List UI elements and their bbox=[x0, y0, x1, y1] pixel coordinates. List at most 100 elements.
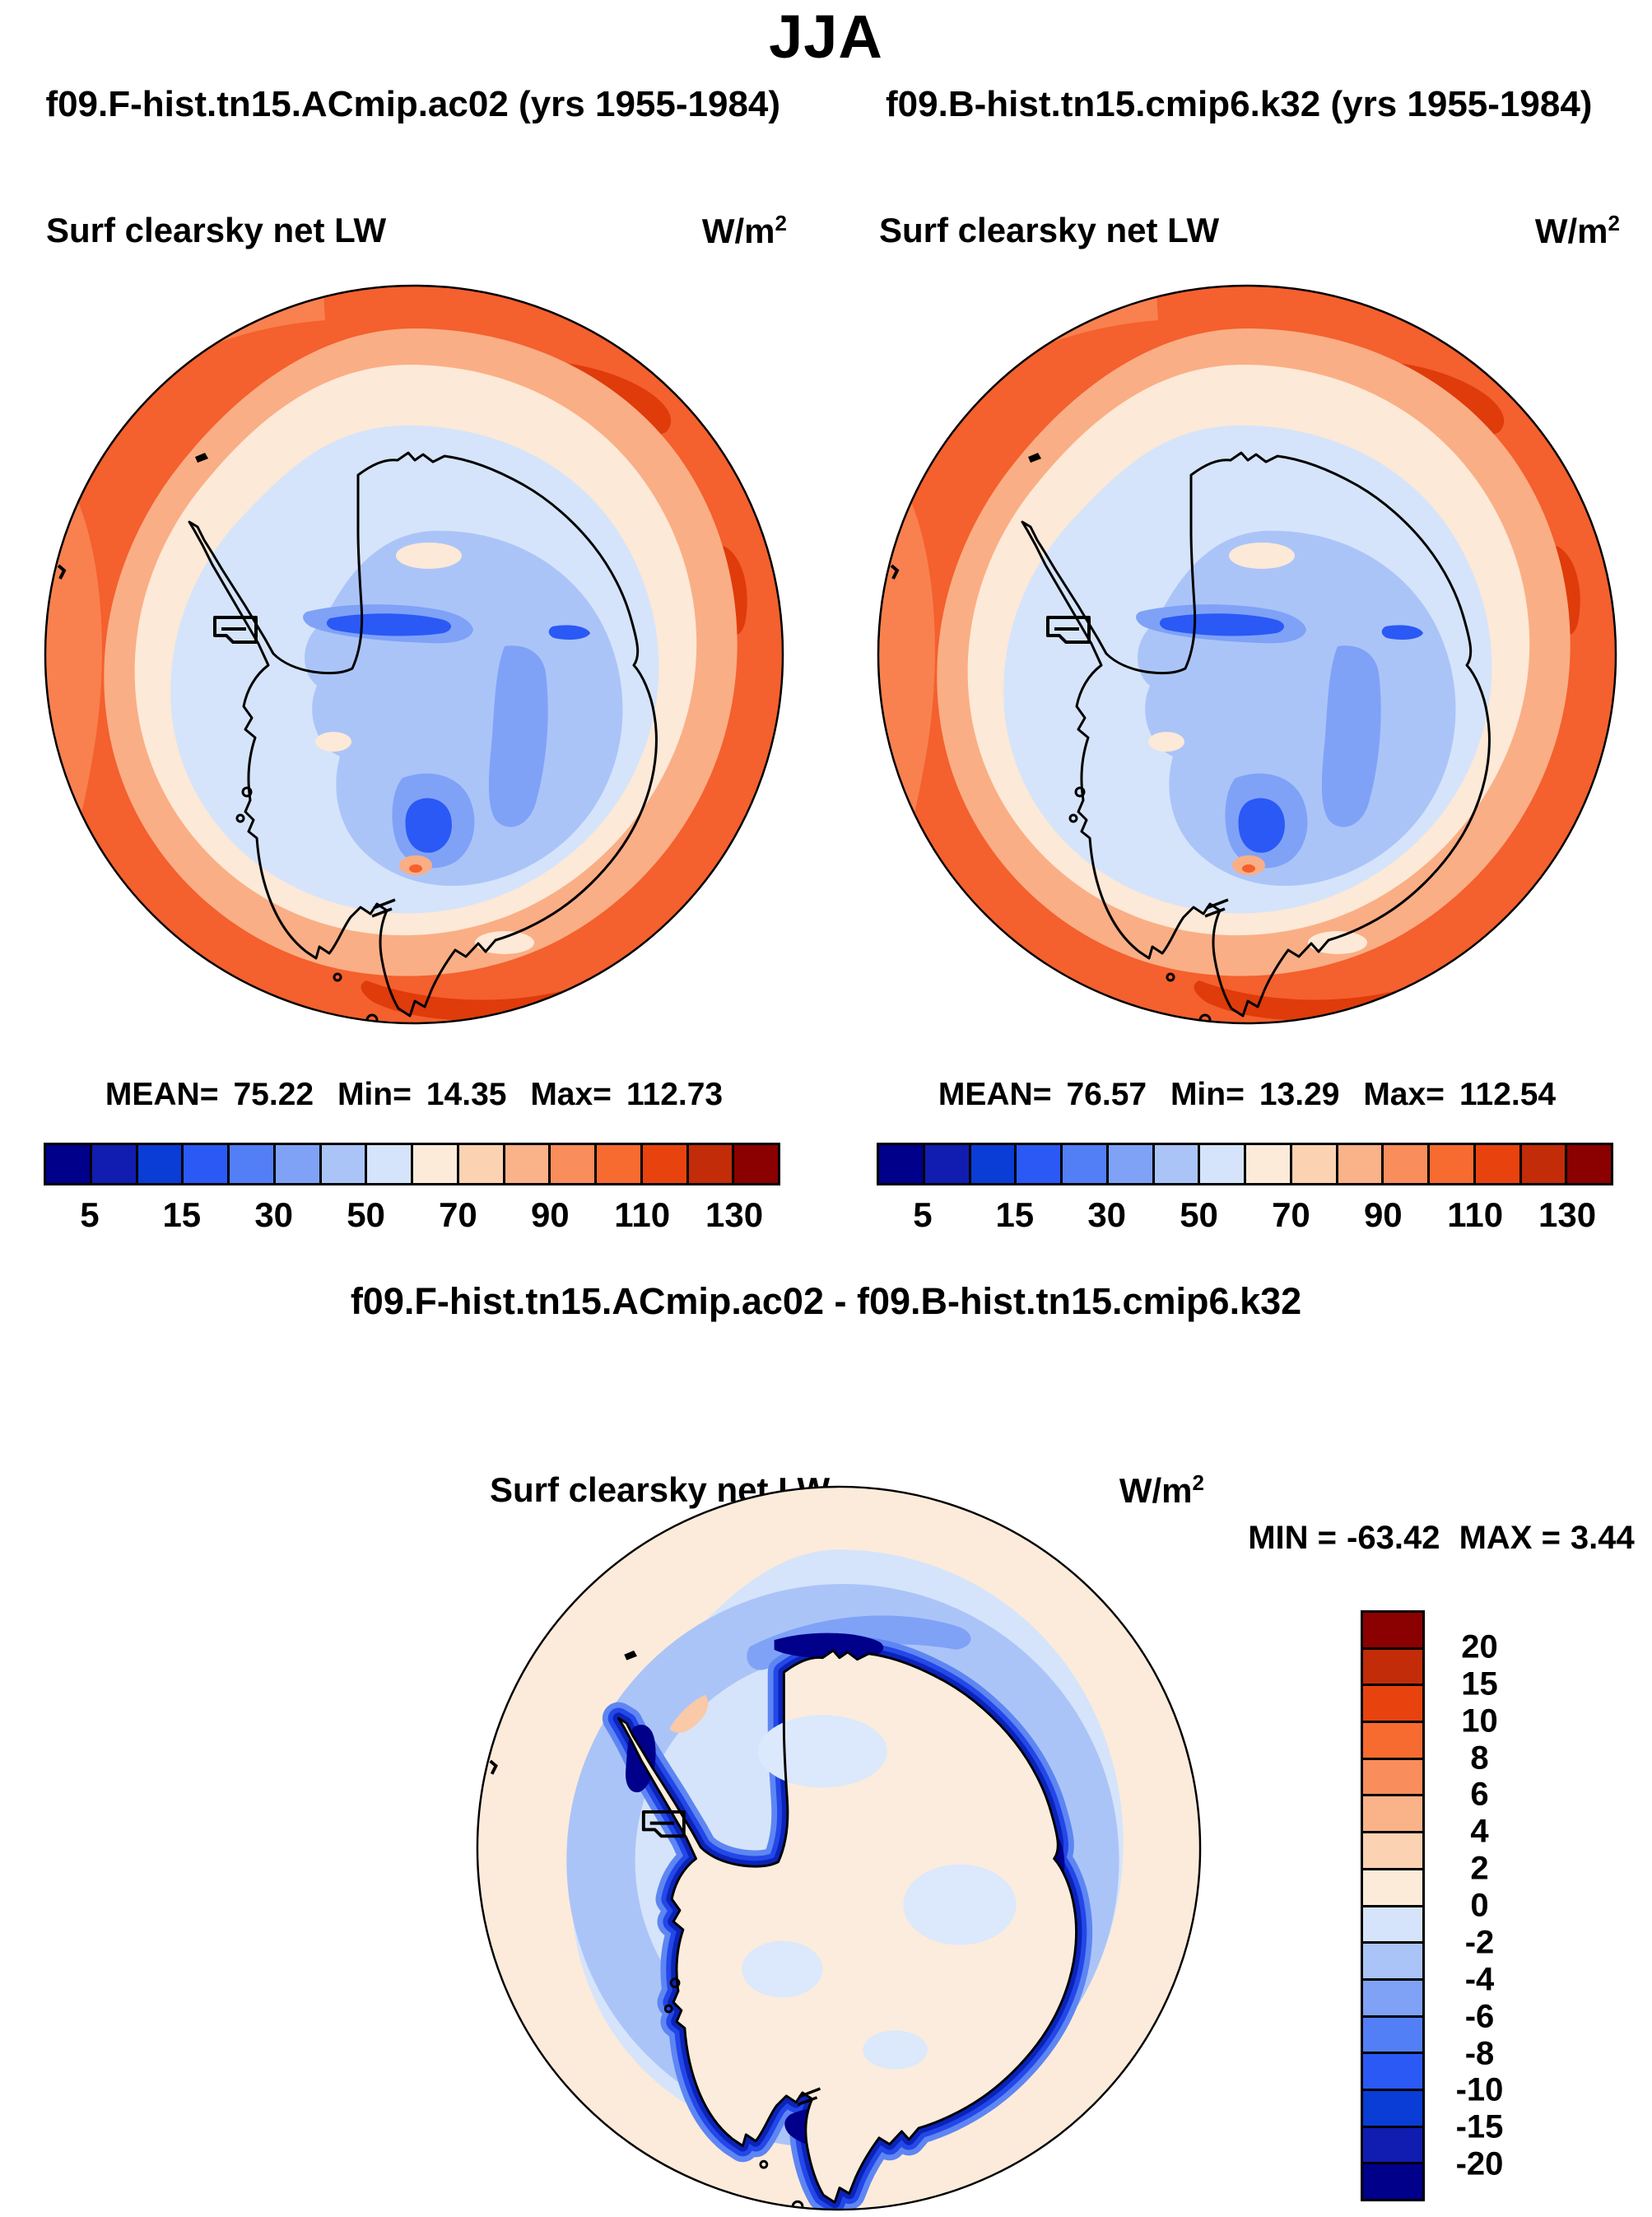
colorbar-cell bbox=[1427, 1145, 1473, 1183]
stats-left: MEAN= 75.22 Min= 14.35 Max= 112.73 bbox=[105, 1077, 724, 1112]
stats-right: MEAN= 76.57 Min= 13.29 Max= 112.54 bbox=[938, 1077, 1557, 1112]
colorbar-cell bbox=[1363, 1646, 1422, 1684]
colorbar-cell bbox=[365, 1145, 411, 1183]
colorbar-cell bbox=[686, 1145, 733, 1183]
difference-title: f09.F-hist.tn15.ACmip.ac02 - f09.B-hist.… bbox=[350, 1280, 1302, 1322]
colorbar-tick-label: 15 bbox=[162, 1195, 202, 1234]
colorbar-cell bbox=[502, 1145, 549, 1183]
map-left-antarctica bbox=[44, 284, 784, 1025]
colorbar-right-ticks: 5 15 30 50 70 90 110 130 bbox=[877, 1195, 1613, 1241]
colorbar-difference bbox=[1361, 1610, 1425, 2201]
difference-minmax: MIN = -63.42 MAX = 3.44 bbox=[1248, 1520, 1635, 1556]
page-title: JJA bbox=[769, 2, 883, 71]
colorbar-tick-label: 50 bbox=[1180, 1195, 1218, 1234]
colorbar-cell bbox=[135, 1145, 182, 1183]
colorbar-tick-label: 2 bbox=[1470, 1850, 1489, 1887]
colorbar-tick-label: 30 bbox=[1087, 1195, 1127, 1234]
colorbar-tick-label: 10 bbox=[1461, 1702, 1498, 1740]
colorbar-tick-label: 20 bbox=[1461, 1628, 1498, 1665]
colorbar-tick-label: 110 bbox=[614, 1195, 671, 1234]
colorbar-cell bbox=[1244, 1145, 1290, 1183]
map-right-antarctica bbox=[877, 284, 1617, 1025]
colorbar-cell bbox=[1363, 1867, 1422, 1905]
colorbar-cell bbox=[1363, 2088, 1422, 2126]
colorbar-left-ticks: 5 15 30 50 70 90 110 130 bbox=[44, 1195, 780, 1241]
colorbar-cell bbox=[1363, 2162, 1422, 2199]
colorbar-cell bbox=[456, 1145, 503, 1183]
colorbar-tick-label: 6 bbox=[1470, 1776, 1489, 1813]
colorbar-cell bbox=[1519, 1145, 1566, 1183]
colorbar-cell bbox=[1060, 1145, 1106, 1183]
colorbar-tick-label: -15 bbox=[1455, 2108, 1504, 2145]
colorbar-cell bbox=[1473, 1145, 1519, 1183]
colorbar-cell bbox=[1363, 1831, 1422, 1868]
colorbar-cell bbox=[1289, 1145, 1336, 1183]
colorbar-tick-label: 70 bbox=[439, 1195, 477, 1234]
colorbar-tick-label: 90 bbox=[1363, 1195, 1403, 1234]
colorbar-cell bbox=[1363, 2014, 1422, 2052]
colorbar-cell bbox=[46, 1145, 90, 1183]
colorbar-cell bbox=[879, 1145, 923, 1183]
colorbar-cell bbox=[1363, 1794, 1422, 1832]
units-label: W/m2 bbox=[1534, 211, 1620, 250]
run-title-left: f09.F-hist.tn15.ACmip.ac02 (yrs 1955-198… bbox=[45, 84, 781, 124]
colorbar-tick-label: 130 bbox=[705, 1195, 764, 1234]
colorbar-tick-label: 15 bbox=[1461, 1665, 1498, 1702]
colorbar-cell bbox=[640, 1145, 686, 1183]
colorbar-cell bbox=[1363, 2052, 1422, 2089]
colorbar-cell bbox=[1363, 1904, 1422, 1942]
colorbar-cell bbox=[1335, 1145, 1382, 1183]
colorbar-tick-label: 0 bbox=[1470, 1887, 1489, 1924]
colorbar-cell bbox=[1152, 1145, 1198, 1183]
colorbar-cell bbox=[968, 1145, 1015, 1183]
variable-label: Surf clearsky net LW bbox=[46, 211, 387, 249]
colorbar-tick-label: -4 bbox=[1464, 1961, 1495, 1998]
colorbar-tick-label: 5 bbox=[80, 1195, 100, 1234]
colorbar-cell bbox=[922, 1145, 969, 1183]
colorbar-tick-label: 70 bbox=[1272, 1195, 1310, 1234]
colorbar-cell bbox=[1565, 1145, 1611, 1183]
colorbar-right bbox=[877, 1143, 1613, 1185]
colorbar-cell bbox=[319, 1145, 365, 1183]
units-label: W/m2 bbox=[1119, 1470, 1204, 1510]
colorbar-cell bbox=[227, 1145, 273, 1183]
colorbar-cell bbox=[1105, 1145, 1152, 1183]
colorbar-cell bbox=[1363, 1684, 1422, 1721]
run-title-right: f09.B-hist.tn15.cmip6.k32 (yrs 1955-1984… bbox=[886, 84, 1593, 124]
colorbar-tick-label: -8 bbox=[1464, 2035, 1495, 2071]
colorbar-tick-label: 30 bbox=[254, 1195, 294, 1234]
colorbar-cell bbox=[89, 1145, 136, 1183]
colorbar-tick-label: 50 bbox=[347, 1195, 385, 1234]
colorbar-tick-label: -10 bbox=[1455, 2071, 1504, 2108]
colorbar-cell bbox=[1363, 1757, 1422, 1795]
map-difference-antarctica bbox=[476, 1485, 1202, 2211]
colorbar-cell bbox=[1363, 1613, 1422, 1647]
colorbar-cell bbox=[732, 1145, 778, 1183]
colorbar-cell bbox=[1363, 2125, 1422, 2163]
colorbar-cell bbox=[181, 1145, 227, 1183]
colorbar-cell bbox=[594, 1145, 640, 1183]
colorbar-difference-ticks: 20 15 10 8 6 4 2 0 -2 -4 -6 -8 -10 -15 -20 bbox=[1432, 1610, 1527, 2201]
panel-right: Surf clearsky net LW W/m2 MEAN= 76.57 Min… bbox=[856, 0, 1638, 1260]
colorbar-tick-label: 90 bbox=[530, 1195, 570, 1234]
panel-left-header: Surf clearsky net LW W/m2 bbox=[46, 211, 787, 251]
colorbar-tick-label: -2 bbox=[1464, 1924, 1495, 1961]
colorbar-tick-label: 15 bbox=[995, 1195, 1035, 1234]
colorbar-cell bbox=[1363, 1977, 1422, 2015]
colorbar-tick-label: -6 bbox=[1464, 1998, 1495, 2035]
units-label: W/m2 bbox=[701, 211, 787, 250]
colorbar-cell bbox=[1381, 1145, 1427, 1183]
colorbar-cell bbox=[272, 1145, 319, 1183]
panel-left: Surf clearsky net LW W/m2 MEAN= 75.22 Min… bbox=[23, 0, 805, 1260]
colorbar-tick-label: -20 bbox=[1455, 2145, 1504, 2182]
colorbar-tick-label: 8 bbox=[1470, 1740, 1489, 1776]
colorbar-cell bbox=[1363, 1721, 1422, 1758]
panel-right-header: Surf clearsky net LW W/m2 bbox=[879, 211, 1620, 251]
variable-label: Surf clearsky net LW bbox=[879, 211, 1220, 249]
colorbar-cell bbox=[1363, 1941, 1422, 1978]
colorbar-cell bbox=[548, 1145, 594, 1183]
colorbar-tick-label: 5 bbox=[913, 1195, 933, 1234]
colorbar-tick-label: 130 bbox=[1538, 1195, 1597, 1234]
colorbar-cell bbox=[411, 1145, 457, 1183]
